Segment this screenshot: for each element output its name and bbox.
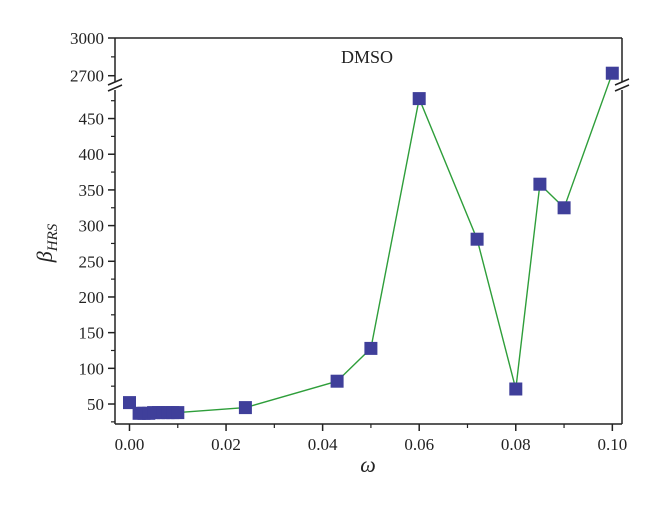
axis-break-gap-right <box>616 82 628 90</box>
data-point <box>412 92 426 106</box>
axis-break <box>107 78 630 92</box>
series-line-path <box>128 72 613 414</box>
x-tick-label: 0.08 <box>501 435 531 454</box>
y-tick-label: 2700 <box>70 67 104 86</box>
data-point <box>605 66 619 80</box>
x-tick-label: 0.06 <box>404 435 434 454</box>
y-tick-label: 250 <box>79 252 105 271</box>
data-point <box>171 406 185 420</box>
data-point <box>123 396 136 410</box>
data-point <box>533 177 547 191</box>
y-axis-label-main: β <box>32 251 57 263</box>
data-point <box>330 374 344 388</box>
x-tick-label: 0.04 <box>308 435 338 454</box>
axis-break-mark-right <box>614 78 630 86</box>
x-tick-label: 0.10 <box>597 435 627 454</box>
chart-annotation: DMSO <box>341 47 393 67</box>
data-point <box>470 232 484 246</box>
y-axis-label-sub: HRS <box>45 223 61 252</box>
y-tick-label: 100 <box>79 359 105 378</box>
series-line <box>128 72 613 414</box>
axis-break-mark-left <box>107 78 123 86</box>
y-tick-label: 300 <box>79 217 105 236</box>
y-axis-label: βHRS <box>32 223 61 263</box>
axis-ticks: 0.00 0.02 0.04 0.06 0.08 0.10 50 100 150 200 250 30… <box>70 29 627 454</box>
y-tick-label: 200 <box>79 288 105 307</box>
axis-break-mark-left <box>107 84 123 92</box>
y-tick-label: 350 <box>79 181 105 200</box>
y-tick-label: 400 <box>79 145 105 164</box>
axis-break-gap-left <box>109 82 121 90</box>
data-point <box>364 341 378 355</box>
data-point <box>238 401 252 415</box>
x-tick-label: 0.00 <box>115 435 145 454</box>
x-axis-label: ω <box>360 452 376 477</box>
y-tick-label: 50 <box>87 395 104 414</box>
y-tick-label: 3000 <box>70 29 104 48</box>
axis-break-mark-right <box>614 84 630 92</box>
plot-frame <box>114 37 623 425</box>
series-points <box>123 66 619 420</box>
data-point <box>557 201 571 215</box>
svg-text:βHRS: βHRS <box>32 223 61 263</box>
data-point <box>509 382 523 396</box>
y-tick-label: 150 <box>79 324 105 343</box>
x-tick-label: 0.02 <box>211 435 241 454</box>
y-tick-label: 450 <box>79 110 105 129</box>
